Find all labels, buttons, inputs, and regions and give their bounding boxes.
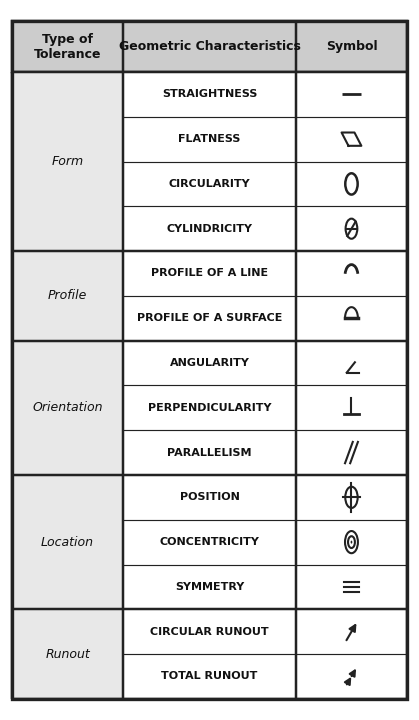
Text: CIRCULARITY: CIRCULARITY: [169, 179, 250, 189]
Text: Geometric Characteristics: Geometric Characteristics: [119, 40, 300, 53]
Bar: [296, 341, 407, 475]
Bar: [123, 341, 296, 475]
Text: POSITION: POSITION: [180, 492, 239, 503]
Text: CIRCULAR RUNOUT: CIRCULAR RUNOUT: [150, 626, 269, 636]
Text: PROFILE OF A LINE: PROFILE OF A LINE: [151, 269, 268, 279]
Bar: [12, 251, 123, 341]
Text: Location: Location: [41, 536, 94, 549]
Text: Form: Form: [52, 155, 84, 168]
Text: FLATNESS: FLATNESS: [178, 134, 241, 144]
Text: Symbol: Symbol: [326, 40, 377, 53]
Text: PARALLELISM: PARALLELISM: [167, 448, 252, 458]
Bar: [296, 475, 407, 609]
Text: CONCENTRICITY: CONCENTRICITY: [160, 537, 259, 547]
Bar: [296, 251, 407, 341]
Text: TOTAL RUNOUT: TOTAL RUNOUT: [161, 672, 258, 681]
Bar: [12, 341, 123, 475]
Bar: [296, 609, 407, 699]
Text: ANGULARITY: ANGULARITY: [170, 358, 249, 368]
Text: Orientation: Orientation: [32, 401, 103, 414]
Bar: [123, 475, 296, 609]
Text: SYMMETRY: SYMMETRY: [175, 582, 244, 592]
Bar: [123, 609, 296, 699]
Circle shape: [351, 541, 352, 544]
Bar: [296, 72, 407, 251]
Text: Profile: Profile: [48, 289, 87, 302]
Bar: [123, 72, 296, 251]
Bar: [12, 609, 123, 699]
Bar: [12, 475, 123, 609]
Text: Type of
Tolerance: Type of Tolerance: [34, 32, 101, 60]
Bar: [12, 21, 407, 72]
Bar: [123, 251, 296, 341]
Text: Runout: Runout: [45, 647, 90, 660]
Bar: [12, 72, 123, 251]
Text: CYLINDRICITY: CYLINDRICITY: [166, 224, 253, 234]
Text: PROFILE OF A SURFACE: PROFILE OF A SURFACE: [137, 313, 282, 323]
Text: PERPENDICULARITY: PERPENDICULARITY: [148, 402, 271, 413]
Text: STRAIGHTNESS: STRAIGHTNESS: [162, 89, 257, 99]
